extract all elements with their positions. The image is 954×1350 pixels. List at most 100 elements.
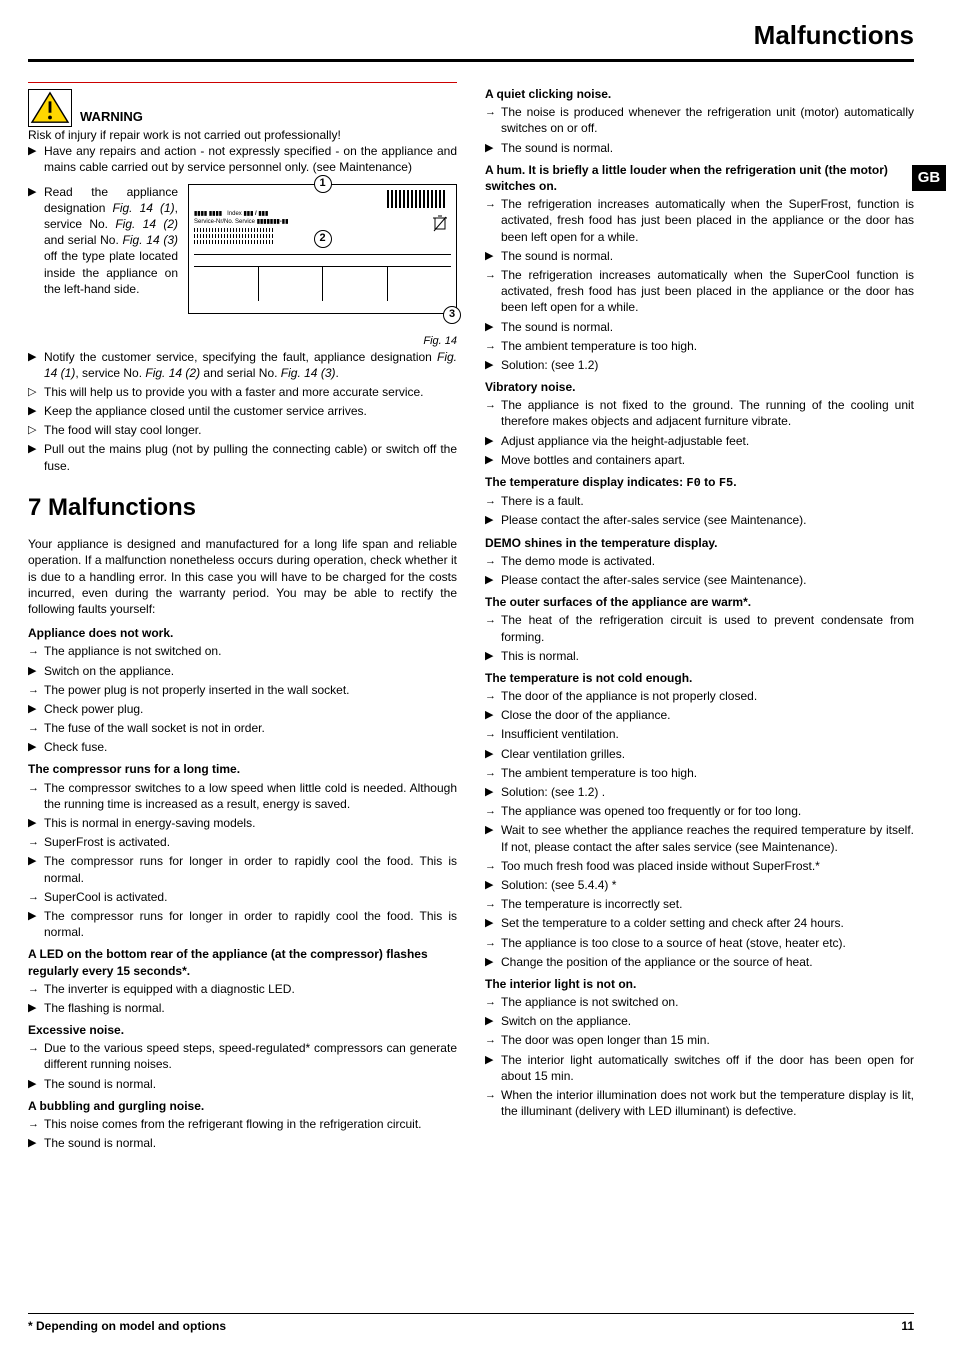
list-item: The appliance is too close to a source o… bbox=[485, 935, 914, 951]
list-item: Wait to see whether the appliance reache… bbox=[485, 822, 914, 854]
list-item: This noise comes from the refrigerant fl… bbox=[28, 1116, 457, 1132]
list-item: The compressor runs for longer in order … bbox=[28, 853, 457, 885]
page-title: Malfunctions bbox=[28, 18, 914, 62]
content-columns: WARNING Risk of injury if repair work is… bbox=[28, 80, 914, 1154]
list-item: There is a fault. bbox=[485, 493, 914, 509]
page-footer: * Depending on model and options 11 bbox=[28, 1313, 914, 1334]
list-item: Solution: (see 5.4.4) * bbox=[485, 877, 914, 893]
list-item: The refrigeration increases automaticall… bbox=[485, 267, 914, 316]
list-item: Notify the customer service, specifying … bbox=[28, 349, 457, 381]
section-intro: Your appliance is designed and manufactu… bbox=[28, 536, 457, 617]
list-item: The interior light automatically switche… bbox=[485, 1052, 914, 1084]
list-item: The appliance was opened too frequently … bbox=[485, 803, 914, 819]
list-item: The sound is normal. bbox=[485, 248, 914, 264]
list-item: Set the temperature to a colder setting … bbox=[485, 915, 914, 931]
list-item: Too much fresh food was placed inside wi… bbox=[485, 858, 914, 874]
list-item: SuperFrost is activated. bbox=[28, 834, 457, 850]
list-item: The demo mode is activated. bbox=[485, 553, 914, 569]
fault-heading: The compressor runs for a long time. bbox=[28, 761, 457, 777]
list-item: The noise is produced whenever the refri… bbox=[485, 104, 914, 136]
read-appliance-block: Read the appliance designation Fig. 14 (… bbox=[28, 184, 457, 332]
list-item: The ambient temperature is too high. bbox=[485, 338, 914, 354]
list-item: The compressor switches to a low speed w… bbox=[28, 780, 457, 812]
list-item: The sound is normal. bbox=[28, 1076, 457, 1092]
list-item: Please contact the after-sales service (… bbox=[485, 572, 914, 588]
list-item: Solution: (see 1.2) . bbox=[485, 784, 914, 800]
figure-caption: Fig. 14 bbox=[28, 334, 457, 349]
list-item: The food will stay cool longer. bbox=[28, 422, 457, 438]
list-item: Move bottles and containers apart. bbox=[485, 452, 914, 468]
page-number: 11 bbox=[901, 1318, 914, 1334]
list-item: The appliance is not switched on. bbox=[485, 994, 914, 1010]
list-item: Switch on the appliance. bbox=[485, 1013, 914, 1029]
list-item: Change the position of the appliance or … bbox=[485, 954, 914, 970]
list-item: When the interior illumination does not … bbox=[485, 1087, 914, 1119]
list-item: The ambient temperature is too high. bbox=[485, 765, 914, 781]
barcode-icon bbox=[387, 190, 447, 208]
callout-2: 2 bbox=[314, 230, 332, 248]
callout-1: 1 bbox=[314, 175, 332, 193]
warning-label: WARNING bbox=[80, 108, 143, 128]
fault-heading: The temperature is not cold enough. bbox=[485, 670, 914, 686]
list-item: The sound is normal. bbox=[28, 1135, 457, 1151]
list-item: Clear ventilation grilles. bbox=[485, 746, 914, 762]
fault-groups-left: Appliance does not work.The appliance is… bbox=[28, 625, 457, 1151]
list-item: The inverter is equipped with a diagnost… bbox=[28, 981, 457, 997]
list-item: This is normal. bbox=[485, 648, 914, 664]
list-item: Pull out the mains plug (not by pulling … bbox=[28, 441, 457, 473]
list-item: Read the appliance designation Fig. 14 (… bbox=[28, 184, 178, 297]
list-item: The compressor runs for longer in order … bbox=[28, 908, 457, 940]
footer-note: * Depending on model and options bbox=[28, 1318, 226, 1334]
warning-block: WARNING Risk of injury if repair work is… bbox=[28, 82, 457, 176]
plate-text: ▮▮▮▮ ▮▮▮▮ Index ▮▮▮ / ▮▮▮ Service-Nr/No.… bbox=[194, 210, 294, 247]
list-item: Due to the various speed steps, speed-re… bbox=[28, 1040, 457, 1072]
language-badge: GB bbox=[912, 165, 946, 191]
weee-icon bbox=[433, 214, 447, 232]
pre-section-list: Notify the customer service, specifying … bbox=[28, 349, 457, 474]
list-item: Close the door of the appliance. bbox=[485, 707, 914, 723]
left-column: WARNING Risk of injury if repair work is… bbox=[28, 80, 457, 1154]
warning-risk: Risk of injury if repair work is not car… bbox=[28, 127, 457, 143]
list-item: The flashing is normal. bbox=[28, 1000, 457, 1016]
type-plate-figure: 1 2 3 ▮▮▮▮ ▮▮▮▮ Index ▮▮▮ / ▮▮▮ Service-… bbox=[188, 184, 457, 332]
list-item: This will help us to provide you with a … bbox=[28, 384, 457, 400]
list-item: The sound is normal. bbox=[485, 140, 914, 156]
warning-items: Have any repairs and action - not expres… bbox=[28, 143, 457, 175]
fault-heading: Vibratory noise. bbox=[485, 379, 914, 395]
list-item: Adjust appliance via the height-adjustab… bbox=[485, 433, 914, 449]
list-item: Keep the appliance closed until the cust… bbox=[28, 403, 457, 419]
fault-heading: The temperature display indicates: F0 to… bbox=[485, 474, 914, 491]
list-item: This is normal in energy-saving models. bbox=[28, 815, 457, 831]
fault-heading: Appliance does not work. bbox=[28, 625, 457, 641]
list-item: SuperCool is activated. bbox=[28, 889, 457, 905]
list-item: Check fuse. bbox=[28, 739, 457, 755]
fault-heading: The interior light is not on. bbox=[485, 976, 914, 992]
list-item: The sound is normal. bbox=[485, 319, 914, 335]
fault-heading: The outer surfaces of the appliance are … bbox=[485, 594, 914, 610]
list-item: Insufficient ventilation. bbox=[485, 726, 914, 742]
list-item: Please contact the after-sales service (… bbox=[485, 512, 914, 528]
list-item: The power plug is not properly inserted … bbox=[28, 682, 457, 698]
list-item: The door was open longer than 15 min. bbox=[485, 1032, 914, 1048]
fault-heading: DEMO shines in the temperature display. bbox=[485, 535, 914, 551]
fault-heading: A hum. It is briefly a little louder whe… bbox=[485, 162, 914, 194]
list-item: Switch on the appliance. bbox=[28, 663, 457, 679]
section-heading: 7 Malfunctions bbox=[28, 492, 457, 524]
list-item: Check power plug. bbox=[28, 701, 457, 717]
list-item: The temperature is incorrectly set. bbox=[485, 896, 914, 912]
divider bbox=[28, 82, 457, 83]
list-item: The heat of the refrigeration circuit is… bbox=[485, 612, 914, 644]
warning-icon bbox=[28, 89, 72, 127]
list-item: The appliance is not fixed to the ground… bbox=[485, 397, 914, 429]
fault-groups-right: A quiet clicking noise. The noise is prod… bbox=[485, 86, 914, 1119]
callout-3: 3 bbox=[443, 306, 461, 324]
right-column: A quiet clicking noise. The noise is prod… bbox=[485, 80, 914, 1154]
list-item: The refrigeration increases automaticall… bbox=[485, 196, 914, 245]
fault-heading: Excessive noise. bbox=[28, 1022, 457, 1038]
list-item: The door of the appliance is not properl… bbox=[485, 688, 914, 704]
list-item: The fuse of the wall socket is not in or… bbox=[28, 720, 457, 736]
list-item: Have any repairs and action - not expres… bbox=[28, 143, 457, 175]
fault-heading: A LED on the bottom rear of the applianc… bbox=[28, 946, 457, 978]
fault-heading: A quiet clicking noise. bbox=[485, 86, 914, 102]
fault-heading: A bubbling and gurgling noise. bbox=[28, 1098, 457, 1114]
